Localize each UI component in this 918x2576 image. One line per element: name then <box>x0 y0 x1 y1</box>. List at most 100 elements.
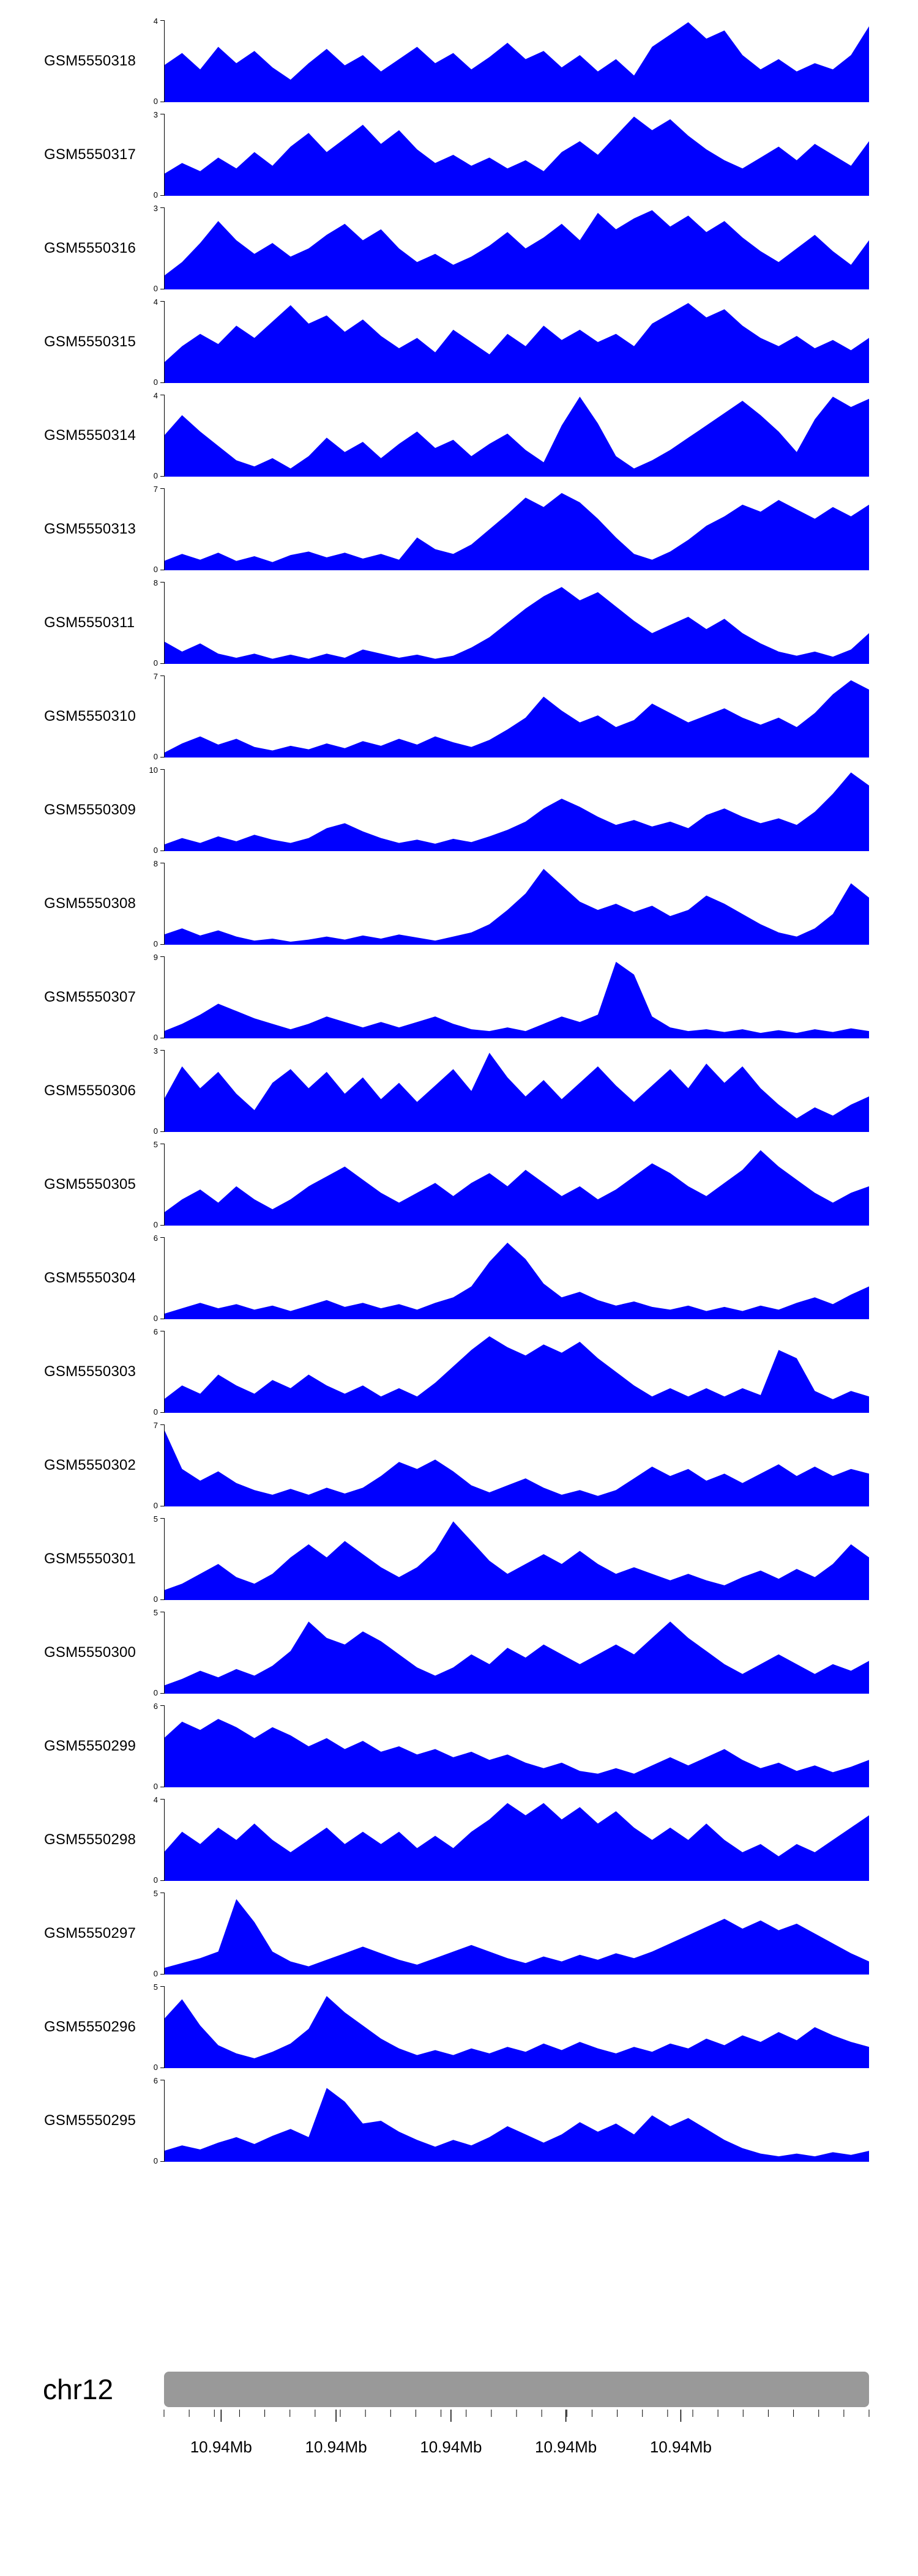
track-label: GSM5550295 <box>44 2112 136 2129</box>
coverage-area-chart <box>160 1331 869 1413</box>
y-axis-zero-label: 0 <box>153 1595 158 1604</box>
y-axis-max-label: 5 <box>153 1889 158 1898</box>
ruler-label: 10.94Mb <box>535 2438 597 2456</box>
y-axis-max-label: 4 <box>153 391 158 400</box>
coverage-area-chart <box>160 582 869 664</box>
y-axis-max-label: 6 <box>153 1234 158 1243</box>
coverage-area-chart <box>160 1424 869 1506</box>
coverage-area-chart <box>160 1612 869 1694</box>
track-plot: 5 0 <box>154 1609 869 1697</box>
chromosome-row: chr12 <box>0 2372 918 2407</box>
track-label: GSM5550299 <box>44 1738 136 1754</box>
y-axis-max-label: 9 <box>153 953 158 962</box>
y-axis-zero-label: 0 <box>153 1033 158 1042</box>
chromosome-label: chr12 <box>43 2373 114 2405</box>
track-plot: 8 0 <box>154 579 869 667</box>
y-axis-zero-label: 0 <box>153 1314 158 1323</box>
tracks-container: GSM5550318 4 0 GSM5550317 3 0 GSM5550316… <box>0 17 918 2173</box>
track-plot: 8 0 <box>154 860 869 948</box>
coverage-area-chart <box>160 1144 869 1226</box>
coverage-area-chart <box>160 395 869 477</box>
track-plot: 10 0 <box>149 766 869 854</box>
track-row: GSM5550304 6 0 <box>0 1234 918 1323</box>
y-axis-max-label: 7 <box>153 672 158 681</box>
y-axis-zero-label: 0 <box>153 752 158 761</box>
coverage-area-chart <box>160 301 869 383</box>
y-axis-zero-label: 0 <box>153 658 158 668</box>
track-plot: 5 0 <box>154 1889 869 1978</box>
track-plot: 3 0 <box>154 1047 869 1135</box>
track-label: GSM5550300 <box>44 1644 136 1661</box>
y-axis-max-label: 5 <box>153 1608 158 1617</box>
track-row: GSM5550310 7 0 <box>0 672 918 761</box>
track-plot: 5 0 <box>154 1515 869 1603</box>
coverage-area-chart <box>160 769 869 851</box>
track-label: GSM5550302 <box>44 1457 136 1473</box>
y-axis-max-label: 5 <box>153 1982 158 1992</box>
y-axis-zero-label: 0 <box>153 284 158 293</box>
ruler-label: 10.94Mb <box>649 2438 712 2456</box>
coverage-area-chart <box>160 863 869 945</box>
coverage-area-chart <box>160 1050 869 1132</box>
y-axis-zero-label: 0 <box>153 846 158 855</box>
y-axis-zero-label: 0 <box>153 1407 158 1416</box>
track-row: GSM5550300 5 0 <box>0 1609 918 1697</box>
y-axis-max-label: 8 <box>153 578 158 587</box>
y-axis-zero-label: 0 <box>153 1875 158 1885</box>
track-plot: 4 0 <box>154 392 869 480</box>
y-axis-zero-label: 0 <box>153 1782 158 1791</box>
y-axis-max-label: 3 <box>153 1046 158 1055</box>
y-axis-max-label: 8 <box>153 859 158 868</box>
track-label: GSM5550303 <box>44 1363 136 1380</box>
track-row: GSM5550308 8 0 <box>0 860 918 948</box>
track-row: GSM5550315 4 0 <box>0 298 918 387</box>
ruler-label: 10.94Mb <box>305 2438 367 2456</box>
track-label: GSM5550301 <box>44 1550 136 1567</box>
track-plot: 7 0 <box>154 672 869 761</box>
coverage-area-chart <box>160 20 869 102</box>
track-label: GSM5550298 <box>44 1831 136 1848</box>
y-axis-max-label: 6 <box>153 2076 158 2085</box>
track-row: GSM5550311 8 0 <box>0 579 918 667</box>
track-plot: 3 0 <box>154 204 869 292</box>
chromosome-ideogram <box>164 2372 869 2407</box>
y-axis-zero-label: 0 <box>153 2156 158 2165</box>
track-plot: 6 0 <box>154 2077 869 2165</box>
y-axis-zero-label: 0 <box>153 2063 158 2072</box>
track-row: GSM5550295 6 0 <box>0 2077 918 2165</box>
y-axis-max-label: 3 <box>153 204 158 213</box>
coverage-area-chart <box>160 1893 869 1975</box>
y-axis-max-label: 4 <box>153 1795 158 1804</box>
ruler-labels: 10.94Mb 10.94Mb 10.94Mb 10.94Mb 10.94Mb <box>164 2438 869 2457</box>
coverage-area-chart <box>160 1799 869 1881</box>
track-row: GSM5550314 4 0 <box>0 392 918 480</box>
track-row: GSM5550303 6 0 <box>0 1327 918 1416</box>
ruler-label: 10.94Mb <box>420 2438 482 2456</box>
y-axis-zero-label: 0 <box>153 378 158 387</box>
track-label: GSM5550307 <box>44 989 136 1005</box>
coverage-area-chart <box>160 1705 869 1787</box>
track-plot: 3 0 <box>154 111 869 199</box>
track-label: GSM5550318 <box>44 53 136 69</box>
track-plot: 9 0 <box>154 953 869 1041</box>
track-label: GSM5550296 <box>44 2019 136 2035</box>
coverage-area-chart <box>160 1986 869 2068</box>
ruler-label: 10.94Mb <box>190 2438 252 2456</box>
track-row: GSM5550309 10 0 <box>0 766 918 854</box>
track-label: GSM5550310 <box>44 708 136 724</box>
y-axis-zero-label: 0 <box>153 1969 158 1978</box>
track-label: GSM5550314 <box>44 427 136 444</box>
track-row: GSM5550302 7 0 <box>0 1421 918 1510</box>
track-label: GSM5550309 <box>44 802 136 818</box>
track-label: GSM5550305 <box>44 1176 136 1193</box>
y-axis-max-label: 10 <box>149 765 158 775</box>
y-axis-max-label: 6 <box>153 1327 158 1336</box>
coverage-area-chart <box>160 1237 869 1319</box>
y-axis-max-label: 5 <box>153 1140 158 1149</box>
track-label: GSM5550308 <box>44 895 136 912</box>
track-plot: 5 0 <box>154 1983 869 2071</box>
y-axis-max-label: 4 <box>153 17 158 26</box>
coverage-area-chart <box>160 114 869 196</box>
y-axis-zero-label: 0 <box>153 1501 158 1510</box>
